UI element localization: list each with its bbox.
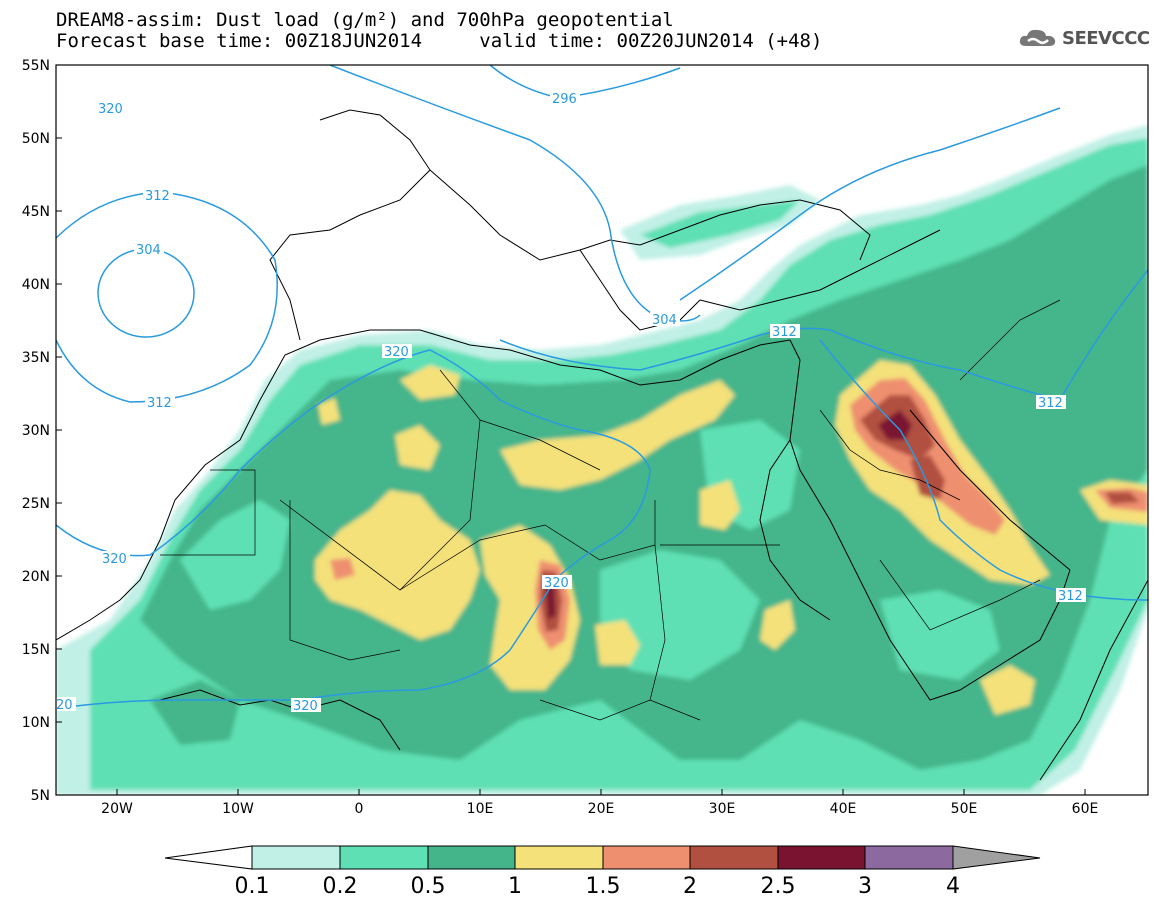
colorbar-tick: 3 [858,874,872,899]
contour-312 [829,269,1148,401]
contour-label: 296 [552,92,577,107]
contour-320 [56,349,651,709]
colorbar-bin [777,845,866,870]
colorbar-bin [339,845,429,870]
dust-region-yellow [400,365,460,400]
lon-label: 50E [951,801,978,817]
colorbar-bin [602,845,691,870]
colorbar-bin [514,845,604,870]
dust-region-yellow [500,380,735,490]
lon-label: 10E [467,801,494,817]
lon-label: 10W [222,801,254,817]
contour-label: 320 [544,576,569,591]
lat-label: 50N [22,131,50,147]
contour-label: 320 [293,699,318,714]
seevccc-logo: SEEVCCC [1018,26,1150,50]
contour-label: 320 [98,102,123,117]
contour-label: 320 [102,552,127,567]
lat-label: 25N [22,496,50,512]
lat-label: 20N [22,569,50,585]
dust-region-yellow [700,480,740,530]
colorbar-tick: 1 [508,874,522,899]
contour-label: 304 [652,313,677,328]
lon-label: 0 [355,801,364,817]
dust-region-brown [1105,492,1140,504]
cloud-icon [1019,29,1056,46]
geopotential-contours [56,65,1148,709]
lat-label: 45N [22,204,50,220]
dust-region-yellow [595,620,640,665]
colorbar-bin [427,845,516,870]
dust-region-orange [330,558,355,580]
dust-region-yellow [980,665,1035,715]
contour-304 [97,248,195,338]
dust-region-yellow [318,398,340,425]
lon-label: 40E [830,801,857,817]
contour-label: 312 [145,189,170,204]
lat-label: 55N [22,58,50,74]
lon-label: 20W [101,801,133,817]
contour-label: 312 [1038,396,1063,411]
map-title: DREAM8-assim: Dust load (g/m²) and 700hP… [56,9,674,31]
country-borders [160,299,1061,721]
dust-region-yellow [315,490,480,640]
axis-ticks [56,64,1086,795]
dust-region-mid [640,200,800,248]
colorbar-tick: 2 [683,874,697,899]
lat-label: 15N [22,642,50,658]
contour-label: 312 [772,325,797,340]
dust-load-field [56,125,1148,795]
contour-label: 304 [136,243,161,258]
dust-region-brown [910,455,945,500]
contour-label: 312 [1058,589,1083,604]
dust-region-maroon [545,580,556,620]
contour-320 [819,339,1148,601]
colorbar-tick: 0.1 [235,874,270,899]
colorbar-tick: 0.2 [323,874,358,899]
longitude-labels: 20W 10W 0 10E 20E 30E 40E 50E 60E [101,801,1098,817]
colorbar-bin [689,845,779,870]
lon-label: 20E [588,801,615,817]
coastlines [56,109,1148,781]
lat-label: 10N [22,715,50,731]
colorbar-tick-labels: 0.1 0.2 0.5 1 1.5 2 2.5 3 4 [235,874,961,899]
dust-region-yellow [395,425,440,470]
base-time-label: Forecast base time: 00Z18JUN2014 [56,30,423,52]
lon-label: 60E [1072,801,1099,817]
lat-label: 30N [22,423,50,439]
contour-312 [56,191,278,403]
colorbar-tick: 0.5 [411,874,446,899]
contour-label: 320 [384,345,409,360]
colorbar-bin [251,845,341,870]
colorbar-under-triangle [164,845,253,870]
logo-text: SEEVCCC [1062,27,1150,49]
contour-labels: 320 296 312 304 312 320 312 304 312 312 … [56,91,1086,714]
contour-304 [329,65,701,322]
lon-label: 30E [709,801,736,817]
lat-label: 40N [22,277,50,293]
contour-label: 312 [147,396,172,411]
latitude-labels: 55N 50N 45N 40N 35N 30N 25N 20N 15N 10N … [22,58,50,804]
colorbar-bin [864,845,954,870]
colorbar-tick: 1.5 [586,874,621,899]
dust-region-yellow [760,600,795,650]
dust-region-dark [1040,230,1130,300]
colorbar: 0.1 0.2 0.5 1 1.5 2 2.5 3 4 [164,845,1041,899]
contour-312 [679,107,1061,301]
lat-label: 5N [31,788,50,804]
colorbar-tick: 2.5 [761,874,796,899]
contour-label: 20 [56,698,73,713]
colorbar-tick: 4 [946,874,960,899]
forecast-times: Forecast base time: 00Z18JUN2014 valid t… [56,31,822,51]
valid-time-label: valid time: 00Z20JUN2014 (+48) [479,30,823,52]
dust-region-mid [600,550,760,680]
contour-296 [489,65,681,99]
colorbar-over-triangle [952,845,1041,870]
lat-label: 35N [22,350,50,366]
